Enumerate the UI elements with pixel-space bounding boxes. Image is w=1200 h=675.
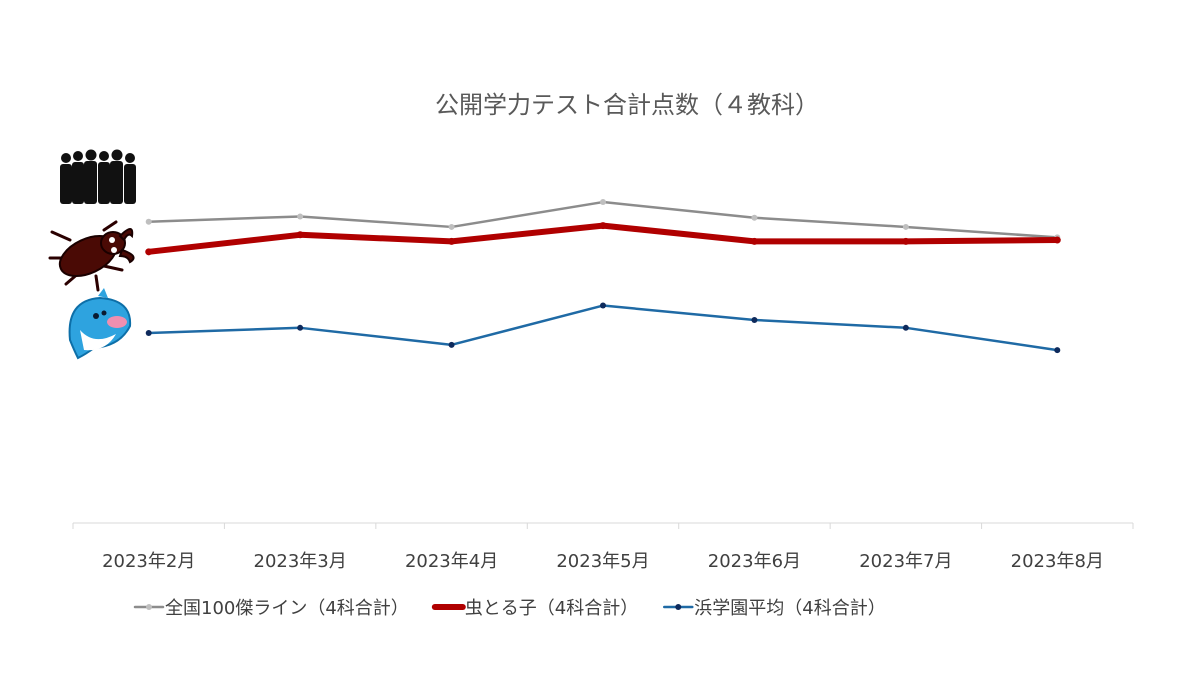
- series-2: [145, 222, 1061, 256]
- data-point: [145, 218, 152, 225]
- data-point: [448, 341, 455, 348]
- data-point: [600, 199, 606, 206]
- x-tick-label: 2023年6月: [708, 551, 801, 572]
- data-point: [145, 330, 152, 337]
- series-layer: [145, 199, 1061, 354]
- legend-item: 浜学園平均（4科合計）: [663, 598, 886, 619]
- data-point: [599, 222, 607, 230]
- x-tick-label: 2023年5月: [556, 551, 649, 572]
- data-point: [296, 231, 304, 239]
- legend-label: 浜学園平均（4科合計）: [694, 598, 885, 619]
- data-point: [297, 324, 304, 331]
- data-point: [297, 213, 304, 220]
- legend: 全国100傑ライン（4科合計） 虫とる子（4科合計） 浜学園平均（4科合計）: [133, 598, 886, 619]
- legend-item: 全国100傑ライン（4科合計）: [133, 598, 409, 619]
- x-tick-label: 2023年3月: [254, 551, 347, 572]
- series-1: [145, 199, 1061, 241]
- data-point: [448, 237, 456, 245]
- legend-marker: [675, 604, 682, 610]
- data-point: [1053, 236, 1061, 244]
- legend-label: 虫とる子（4科合計）: [465, 598, 638, 619]
- crowd-silhouette-icon: [60, 149, 136, 204]
- legend-marker: [146, 604, 152, 610]
- data-point: [902, 237, 910, 245]
- data-point: [751, 316, 758, 323]
- data-point: [600, 302, 606, 309]
- x-axis: 2023年2月 2023年3月 2023年4月 2023年5月 2023年6月 2023年…: [72, 522, 1134, 572]
- x-tick-label: 2023年4月: [405, 551, 498, 572]
- chart-title: 公開学力テスト合計点数（４教科）: [435, 91, 819, 119]
- legend-item: 虫とる子（4科合計）: [431, 598, 638, 619]
- dolphin-mascot-icon: [68, 288, 132, 360]
- x-tick-label: 2023年7月: [859, 551, 952, 572]
- series-3: [145, 302, 1061, 354]
- stag-beetle-icon: [48, 220, 135, 292]
- series-line: [147, 200, 1059, 239]
- series-line: [145, 222, 1061, 255]
- data-point: [750, 237, 758, 245]
- legend-label: 全国100傑ライン（4科合計）: [165, 598, 409, 619]
- legend-marker: [445, 604, 452, 610]
- data-point: [145, 248, 153, 256]
- x-tick-label: 2023年8月: [1011, 551, 1104, 572]
- data-point: [902, 324, 909, 331]
- series-line: [147, 304, 1059, 352]
- data-point: [902, 223, 909, 230]
- x-tick-label: 2023年2月: [102, 551, 195, 572]
- data-point: [1054, 347, 1061, 354]
- data-point: [448, 223, 455, 230]
- data-point: [751, 214, 758, 221]
